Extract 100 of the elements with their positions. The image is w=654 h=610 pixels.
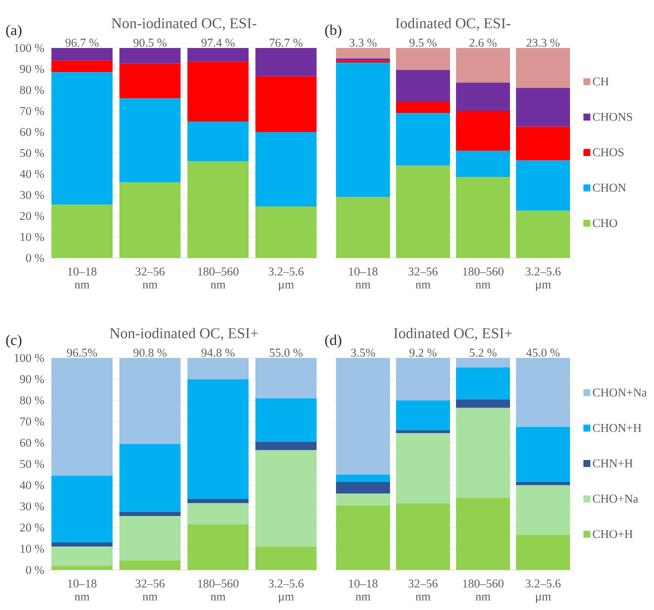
x-tick-label: 3.2–5.6 µm — [526, 580, 561, 603]
annotation: 96.7 % — [65, 38, 99, 47]
bar — [255, 546, 317, 570]
annotation: 94.8 % — [201, 348, 235, 357]
y-tick-label: 50 % — [20, 148, 44, 158]
legend-label: CHON+Na — [592, 388, 647, 397]
bar — [119, 560, 181, 570]
legend-label: CHONS — [592, 112, 632, 121]
bar — [119, 516, 181, 560]
bar — [516, 485, 570, 536]
bar — [187, 379, 249, 499]
bar — [119, 358, 181, 444]
y-tick-label: 100 % — [14, 354, 44, 362]
y-tick-label: 40 % — [20, 481, 44, 490]
x-tick-label: 3.2–5.6 µm — [268, 580, 304, 603]
legend-label: CHON — [592, 184, 626, 192]
bar — [396, 400, 450, 430]
annotation: 3.5% — [351, 348, 376, 357]
y-tick-label: 10 % — [20, 544, 44, 553]
text: (d) — [325, 334, 342, 348]
bar — [187, 498, 249, 504]
legend-label: CHO+Na — [592, 494, 638, 503]
annotation: 2.6 % — [470, 38, 497, 47]
annotation: 76.7 % — [270, 38, 303, 47]
bar — [396, 503, 450, 570]
x-tick-label: 10–18 nm — [68, 268, 96, 288]
bar — [255, 206, 317, 258]
bar — [51, 476, 113, 542]
bar — [255, 48, 317, 76]
chart-title: Non-iodinated OC, ESI- — [112, 18, 256, 30]
y-tick-label: 20 % — [20, 212, 44, 220]
legend-label: CHOS — [592, 148, 624, 156]
text: (a) — [6, 24, 22, 38]
bar — [119, 444, 181, 512]
annotation: 90.8 % — [133, 348, 167, 357]
bar — [456, 399, 510, 408]
bar — [336, 358, 390, 475]
chart-title: Iodinated OC, ESI- — [396, 18, 510, 30]
x-tick-label: 3.2–5.6 µm — [268, 268, 304, 291]
bar — [396, 166, 450, 258]
bar — [187, 62, 249, 122]
x-tick-label: 32–56 nm — [408, 580, 438, 600]
bar — [396, 358, 450, 400]
annotation: 97.4 % — [201, 38, 235, 47]
bar — [516, 426, 570, 482]
y-tick-label: 70 % — [20, 106, 44, 116]
annotation: 9.2 % — [409, 348, 437, 357]
bar — [336, 474, 390, 482]
legend-label: CHO — [592, 219, 618, 228]
bar — [336, 197, 390, 258]
bar — [51, 60, 113, 72]
bar — [336, 494, 390, 506]
y-tick-label: 70 % — [20, 418, 44, 426]
bar — [516, 126, 570, 160]
annotation: 96.5% — [66, 348, 98, 357]
y-tick-label: 0 % — [26, 566, 44, 574]
bar — [516, 358, 570, 427]
x-tick-label: 180–560 nm — [198, 268, 238, 288]
bar — [119, 98, 181, 182]
bar — [456, 48, 510, 83]
y-tick-label: 0 % — [26, 254, 44, 262]
x-tick-label: 32–56 nm — [408, 268, 438, 288]
bar — [456, 150, 510, 178]
bar — [187, 503, 249, 524]
bar — [456, 82, 510, 111]
y-tick-label: 80 % — [20, 86, 44, 94]
chart-title: Iodinated OC, ESI+ — [394, 328, 512, 340]
annotation: 90.5 % — [133, 38, 167, 47]
x-tick-label: 32–56 nm — [136, 268, 165, 288]
bar — [456, 498, 510, 570]
bar — [187, 524, 249, 570]
annotation: 5.2 % — [470, 348, 497, 357]
bar — [51, 566, 113, 570]
bar — [255, 132, 317, 207]
x-tick-label: 180–560 nm — [463, 268, 504, 288]
bar — [456, 358, 510, 368]
bar — [516, 48, 570, 88]
x-tick-label: 180–560 nm — [198, 580, 238, 600]
legend-label: CHON+H — [592, 424, 642, 432]
bar — [516, 535, 570, 570]
bar — [336, 58, 390, 61]
bar — [119, 64, 181, 98]
y-tick-label: 100 % — [14, 44, 44, 52]
annotation: 9.5 % — [409, 38, 437, 47]
bar — [119, 48, 181, 64]
bar — [255, 442, 317, 450]
bar — [396, 102, 450, 114]
legend-label: CH — [592, 77, 609, 86]
bar — [516, 210, 570, 258]
y-tick-label: 30 % — [20, 502, 44, 510]
bar — [396, 70, 450, 102]
x-tick-label: 10–18 nm — [349, 268, 378, 288]
y-tick-label: 90 % — [20, 64, 44, 74]
y-tick-label: 90 % — [20, 375, 44, 384]
y-tick-label: 50 % — [20, 460, 44, 468]
bar — [119, 512, 181, 516]
bar — [187, 161, 249, 258]
bar — [516, 160, 570, 211]
bar — [119, 182, 181, 258]
x-tick-label: 10–18 nm — [68, 580, 96, 600]
